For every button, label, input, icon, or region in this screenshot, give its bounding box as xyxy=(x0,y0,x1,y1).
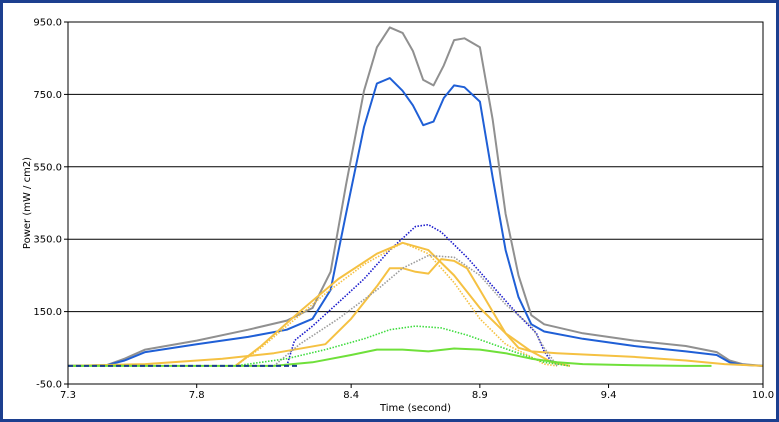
series-line-6 xyxy=(234,241,571,367)
x-axis-ticks: 7.3 7.8 8.4 8.9 9.4 10.0 xyxy=(60,384,774,401)
x-tick-label: 7.8 xyxy=(189,390,205,401)
y-axis-ticks: 950.0 750.0 550.0 350.0 150.0 -50.0 xyxy=(33,18,68,391)
series-line-4 xyxy=(67,258,764,367)
y-tick-label: 750.0 xyxy=(33,90,62,101)
series-group xyxy=(67,26,764,367)
plot-area xyxy=(67,21,764,385)
y-axis-label: Power (mW / cm2) xyxy=(22,157,33,249)
series-line-8 xyxy=(235,325,571,367)
x-tick-label: 10.0 xyxy=(752,390,774,401)
series-line-9 xyxy=(68,347,712,367)
series-line-3 xyxy=(286,223,571,367)
y-tick-label: 150.0 xyxy=(33,307,62,318)
series-line-5 xyxy=(234,242,558,367)
series-line-7 xyxy=(273,254,558,367)
y-tick-label: 950.0 xyxy=(33,18,62,29)
series-line-2 xyxy=(67,77,764,367)
x-tick-label: 9.4 xyxy=(601,390,617,401)
series-line-1 xyxy=(67,26,764,367)
x-axis-label: Time (second) xyxy=(379,403,451,414)
y-tick-label: -50.0 xyxy=(36,380,62,391)
y-tick-label: 350.0 xyxy=(33,235,62,246)
x-tick-label: 7.3 xyxy=(60,390,76,401)
grid-lines xyxy=(68,93,763,313)
x-tick-label: 8.9 xyxy=(472,390,488,401)
x-tick-label: 8.4 xyxy=(343,390,359,401)
y-tick-label: 550.0 xyxy=(33,162,62,173)
